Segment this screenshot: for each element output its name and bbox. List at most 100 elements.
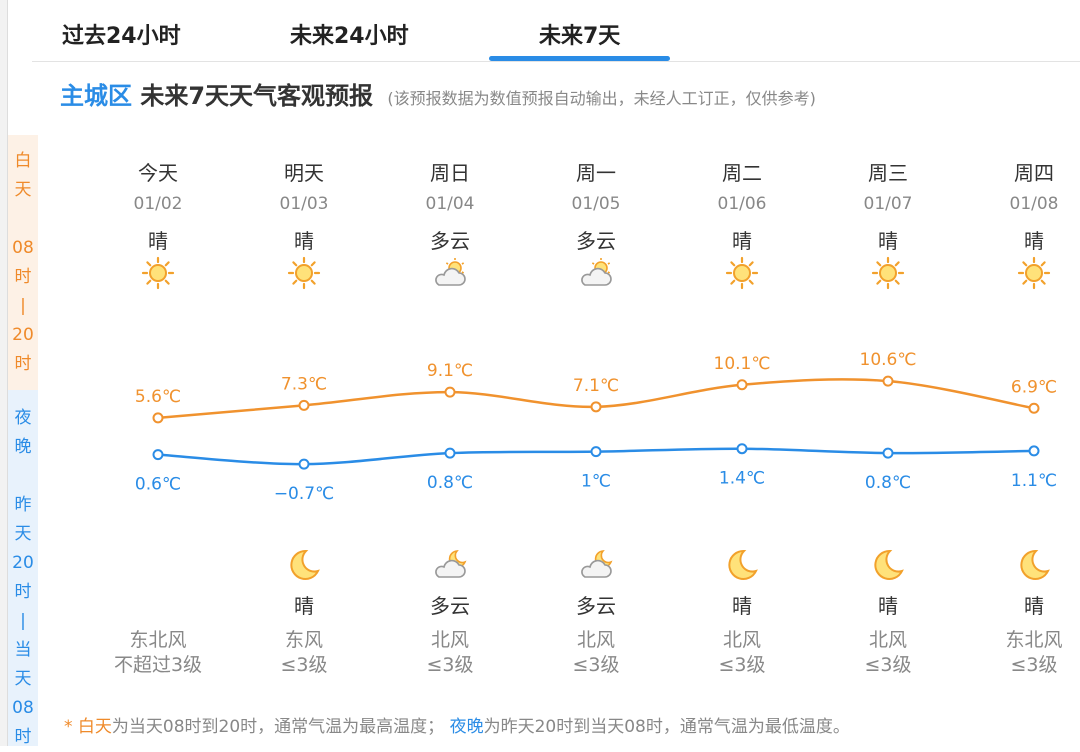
title-main: 未来7天天气客观预报 [140,82,374,110]
night-weather: 晴 [294,594,314,618]
day-weather: 晴 [732,229,752,253]
side-char: 08 [12,698,34,718]
day-weather: 晴 [878,229,898,253]
low-temp-point [152,449,164,461]
side-char: 当 [14,640,32,660]
low-temp-point [1028,445,1040,457]
moon-icon [868,545,908,585]
wind-info: 北风 ≤3级 [380,628,520,678]
low-temp-point [736,443,748,455]
cloudy-night-icon [576,545,616,585]
wind-level: ≤3级 [718,654,766,676]
low-temp-label: 0.8℃ [865,473,911,493]
wind-level: ≤3级 [864,654,912,676]
footer-night-text: 为昨天20时到当天08时，通常气温为最低温度。 [483,717,850,737]
footer-day-text: 为当天08时到20时，通常气温为最高温度； [111,717,445,737]
moon-icon [284,545,324,585]
weekday-label: 周日 [430,161,470,185]
high-temp-point [1028,402,1040,414]
side-char: 夜 [14,408,32,428]
wind-direction: 北风 [430,629,469,651]
date-label: 01/02 [133,194,183,214]
high-temp-point [298,399,310,411]
low-temp-label: 1℃ [581,472,611,492]
wind-info: 东北风 ≤3级 [964,628,1080,678]
area-name: 主城区 [60,82,132,110]
day-weather: 晴 [294,229,314,253]
night-weather: 晴 [1024,594,1044,618]
wind-level: ≤3级 [1010,654,1058,676]
tab-next-24h[interactable]: 未来24小时 [290,24,409,49]
sun-icon [868,253,908,293]
weekday-label: 周三 [868,161,908,185]
wind-info: 北风 ≤3级 [526,628,666,678]
footer-night: 夜晚 [449,717,484,737]
low-temp-label: 1.4℃ [719,469,765,489]
day-weather: 多云 [576,229,616,253]
tab-next-7d[interactable]: 未来7天 [488,18,671,61]
high-temp-point [152,412,164,424]
high-temp-point [882,375,894,387]
low-temp-label: −0.7℃ [274,484,334,504]
wind-level: ≤3级 [280,654,328,676]
high-temp-label: 9.1℃ [427,361,473,381]
high-temp-point [444,386,456,398]
side-char: | [20,611,26,631]
day-weather: 晴 [1024,229,1044,253]
side-char: 时 [14,727,32,747]
side-char: 昨 [14,495,32,515]
side-char: | [20,296,26,316]
weekday-label: 明天 [284,161,324,185]
date-label: 01/08 [1009,194,1059,214]
title-note: (该预报数据为数值预报自动输出，未经人工订正，仅供参考) [387,89,816,108]
wind-info: 东北风 不超过3级 [88,628,228,678]
page-title: 主城区 未来7天天气客观预报 (该预报数据为数值预报自动输出，未经人工订正，仅供… [60,76,816,111]
wind-direction: 北风 [576,629,615,651]
moon-icon [722,545,762,585]
low-temp-point [590,446,602,458]
date-label: 01/04 [425,194,475,214]
low-temp-label: 0.6℃ [135,475,181,495]
weekday-label: 周一 [576,161,616,185]
partly-cloudy-icon [576,253,616,293]
high-temp-label: 10.6℃ [860,350,917,370]
weekday-label: 周二 [722,161,762,185]
side-char: 晚 [14,437,32,457]
high-temp-label: 10.1℃ [714,354,771,374]
sun-icon [1014,253,1054,293]
wind-info: 东风 ≤3级 [234,628,374,678]
wind-direction: 东风 [284,629,323,651]
wind-level: ≤3级 [426,654,474,676]
side-char: 天 [14,524,32,544]
date-label: 01/05 [571,194,621,214]
side-char: 时 [14,354,32,374]
side-char: 20 [12,553,34,573]
date-label: 01/03 [279,194,329,214]
partly-cloudy-icon [430,253,470,293]
high-temp-point [590,401,602,413]
day-weather: 多云 [430,229,470,253]
night-weather: 多云 [430,594,470,618]
footer-star: * [64,717,78,737]
date-label: 01/07 [863,194,913,214]
wind-direction: 东北风 [129,629,187,651]
night-weather: 晴 [878,594,898,618]
weekday-label: 今天 [138,161,178,185]
wind-level: ≤3级 [572,654,620,676]
night-weather: 多云 [576,594,616,618]
wind-direction: 北风 [722,629,761,651]
low-temp-point [298,458,310,470]
day-label: 白天 08 时 | 20 时 [8,135,38,390]
night-weather: 晴 [732,594,752,618]
moon-icon [1014,545,1054,585]
footer-day: 白天 [77,717,112,737]
low-temp-point [444,447,456,459]
day-weather: 晴 [148,229,168,253]
wind-info: 北风 ≤3级 [672,628,812,678]
footer-note: * 白天为当天08时到20时，通常气温为最高温度； 夜晚为昨天20时到当天08时… [64,712,850,737]
tab-past-24h[interactable]: 过去24小时 [62,24,181,49]
cloudy-night-icon [430,545,470,585]
sun-icon [284,253,324,293]
sun-icon [138,253,178,293]
side-char: 08 [12,238,34,258]
